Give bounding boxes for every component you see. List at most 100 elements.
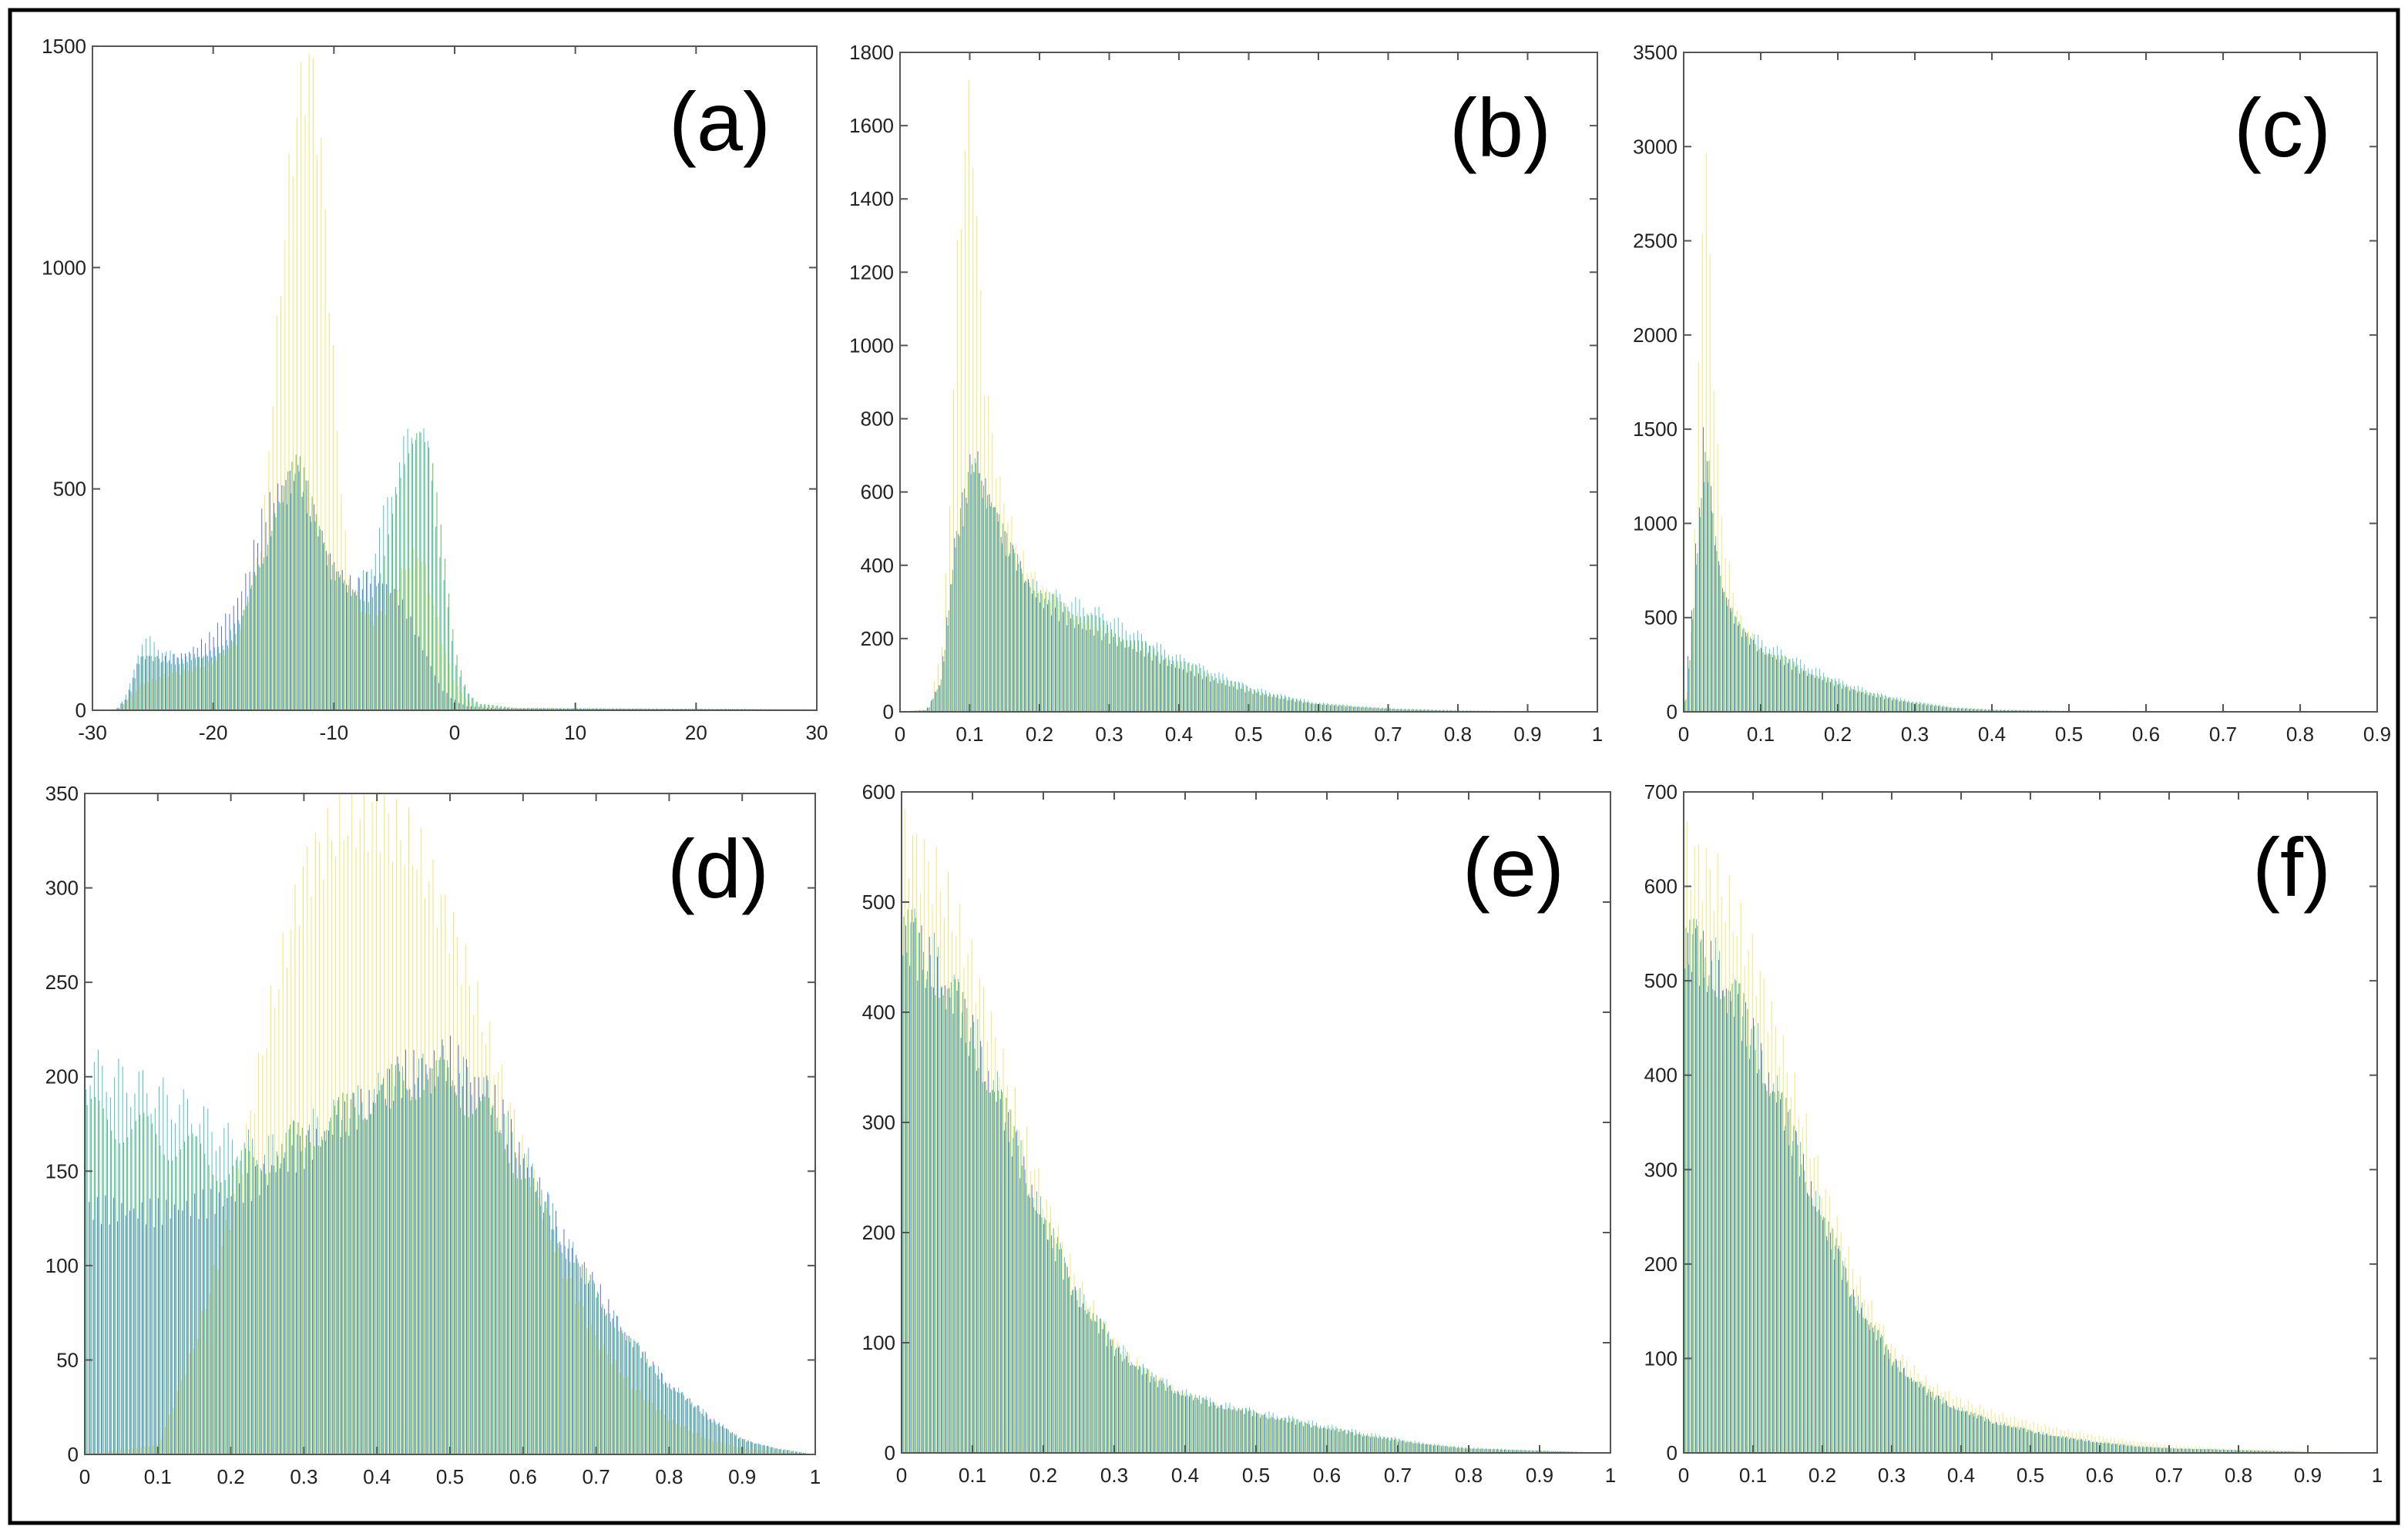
bar bbox=[1144, 1374, 1146, 1453]
bar bbox=[1769, 1096, 1771, 1453]
bar bbox=[1260, 1417, 1261, 1453]
bar bbox=[366, 572, 368, 710]
bar bbox=[515, 708, 516, 710]
bar bbox=[749, 1449, 751, 1454]
bar bbox=[248, 602, 250, 710]
bar bbox=[1281, 1418, 1283, 1453]
bar bbox=[1951, 1407, 1953, 1453]
bar bbox=[311, 897, 312, 1454]
bar bbox=[974, 1048, 976, 1453]
bar bbox=[1778, 662, 1780, 712]
bar bbox=[1168, 655, 1170, 712]
bar bbox=[1512, 1449, 1513, 1453]
bar bbox=[1931, 704, 1933, 712]
bar bbox=[539, 708, 541, 710]
bar bbox=[1030, 572, 1032, 712]
bar bbox=[927, 707, 929, 712]
bar bbox=[1882, 1324, 1884, 1453]
bar bbox=[1413, 709, 1415, 712]
bar bbox=[754, 1443, 755, 1454]
bar bbox=[1711, 961, 1713, 1453]
bar bbox=[2061, 1437, 2062, 1453]
bar bbox=[949, 506, 950, 712]
bar bbox=[1095, 615, 1097, 712]
bar bbox=[1349, 706, 1351, 712]
bar bbox=[2066, 1436, 2067, 1453]
bar bbox=[1302, 703, 1304, 712]
bar bbox=[380, 853, 381, 1454]
bar bbox=[1857, 692, 1858, 712]
bar bbox=[1256, 1412, 1257, 1453]
bar bbox=[1179, 1394, 1180, 1453]
bar bbox=[1208, 676, 1210, 712]
bar bbox=[500, 1133, 502, 1454]
x-tick-label: 0.3 bbox=[1100, 1464, 1128, 1487]
bar bbox=[189, 652, 190, 710]
bar bbox=[1043, 1223, 1044, 1453]
bar bbox=[345, 1132, 347, 1454]
bar bbox=[317, 1146, 319, 1454]
bar bbox=[2223, 1449, 2224, 1453]
bar bbox=[1105, 633, 1107, 712]
bar bbox=[1430, 1444, 1432, 1453]
bar bbox=[1367, 1434, 1369, 1453]
bar bbox=[245, 1148, 246, 1454]
bar bbox=[1816, 1211, 1818, 1453]
bar bbox=[288, 153, 290, 711]
x-tick-label: 0.8 bbox=[2225, 1464, 2252, 1487]
bar bbox=[295, 1172, 297, 1454]
bar bbox=[626, 708, 628, 710]
bar bbox=[1319, 703, 1321, 712]
bar bbox=[1889, 697, 1891, 712]
bar bbox=[1944, 1391, 1946, 1453]
bar bbox=[314, 833, 316, 1454]
bar bbox=[1866, 1320, 1868, 1453]
bar bbox=[2097, 1442, 2099, 1453]
bar bbox=[534, 708, 536, 710]
bar bbox=[1882, 1336, 1883, 1453]
bar bbox=[448, 593, 450, 710]
bar bbox=[327, 554, 329, 710]
bar bbox=[1332, 705, 1334, 712]
bar bbox=[1847, 686, 1849, 712]
bar bbox=[1424, 709, 1425, 712]
bar bbox=[1369, 706, 1371, 712]
bar bbox=[1346, 1434, 1348, 1453]
bar bbox=[1283, 1420, 1285, 1453]
bar bbox=[289, 1124, 291, 1454]
y-tick-label: 0 bbox=[883, 700, 894, 723]
bar bbox=[282, 502, 284, 710]
bar bbox=[492, 1105, 494, 1454]
bar bbox=[941, 987, 942, 1453]
bar bbox=[551, 708, 552, 710]
bar bbox=[374, 1103, 376, 1454]
x-tick-label: 0 bbox=[1678, 1464, 1689, 1487]
bar bbox=[1442, 1444, 1443, 1453]
bar bbox=[303, 866, 304, 1454]
bar bbox=[1161, 1380, 1163, 1453]
bar bbox=[1780, 659, 1781, 712]
bar bbox=[1455, 1447, 1456, 1453]
bar bbox=[365, 1120, 367, 1454]
bar bbox=[525, 1178, 526, 1454]
bar bbox=[1086, 1313, 1088, 1453]
bar bbox=[720, 1442, 722, 1454]
bar bbox=[1023, 1156, 1025, 1453]
bar bbox=[1365, 1436, 1366, 1453]
bar bbox=[1799, 673, 1800, 712]
bar bbox=[2245, 1449, 2246, 1453]
bar bbox=[489, 706, 491, 710]
bar bbox=[1309, 1424, 1310, 1453]
bar bbox=[304, 115, 306, 710]
bar bbox=[473, 703, 475, 710]
bar bbox=[1178, 1391, 1179, 1453]
bar bbox=[1799, 1176, 1800, 1453]
bar bbox=[323, 878, 324, 1454]
bar bbox=[1234, 1408, 1235, 1453]
bar bbox=[910, 922, 912, 1453]
bar bbox=[1191, 665, 1193, 712]
bar bbox=[1751, 632, 1753, 712]
bar bbox=[1996, 709, 1997, 712]
bar bbox=[577, 708, 579, 710]
bar bbox=[2031, 1431, 2033, 1453]
